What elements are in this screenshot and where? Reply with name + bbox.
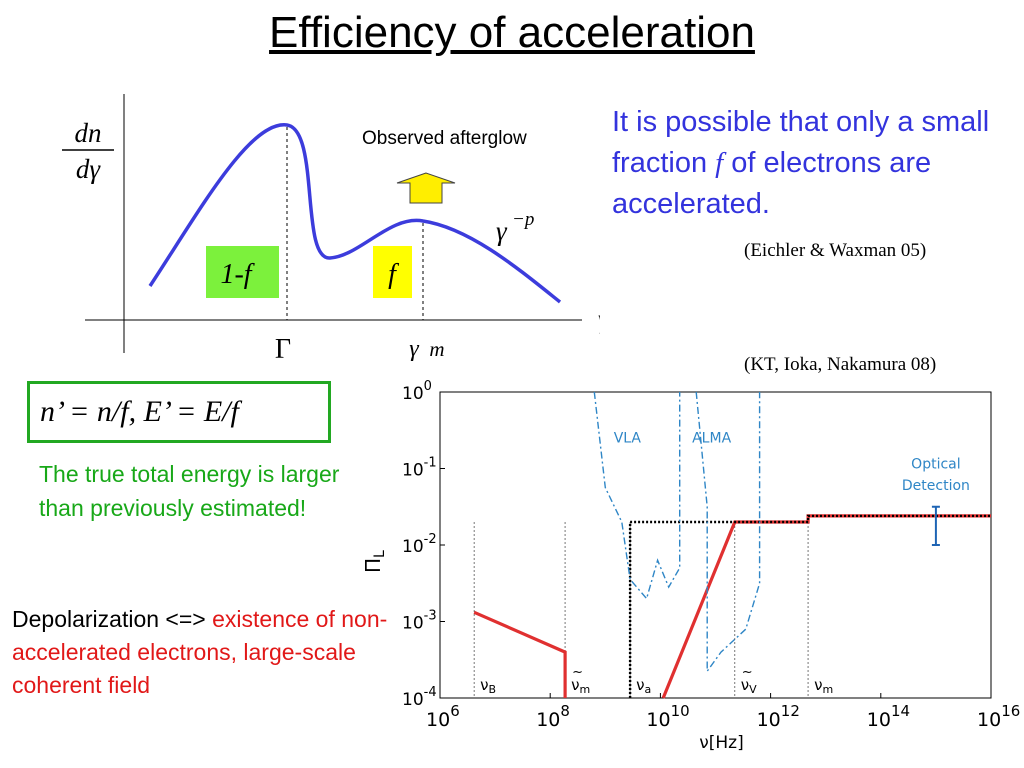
dgamma-label: dγ — [76, 154, 102, 184]
series-2-line-0 — [593, 391, 681, 601]
y-axis-label: ΠL — [361, 550, 388, 573]
up-arrow-icon — [396, 172, 456, 204]
equation-box: n’ = n/f, E’ = E/f — [27, 381, 331, 443]
x-tick-label-0: 106 — [426, 702, 460, 731]
annotation-3: Detection — [902, 478, 970, 494]
citation-kt: (KT, Ioka, Nakamura 08) — [744, 354, 937, 375]
y-tick-label-4: 10-4 — [402, 685, 437, 710]
power-law-label: γ — [496, 216, 508, 246]
x-tick-label-1: 108 — [536, 702, 570, 731]
series-1-line-0 — [628, 514, 991, 698]
annotation-0: VLA — [614, 430, 642, 446]
depolarization-prefix: Depolarization <=> — [12, 606, 213, 632]
y-tick-label-0: 100 — [402, 379, 432, 404]
distribution-diagram: dn dγ 1-f f γ −p γ Γ γ m — [62, 94, 600, 365]
vline-label-0: νB — [480, 676, 496, 696]
citation-eichler: (Eichler & Waxman 05) — [744, 240, 927, 261]
x-axis-label: ν[Hz] — [699, 733, 743, 753]
vline-tilde-3: ~ — [742, 665, 753, 680]
gamma-axis-label: γ — [598, 304, 600, 334]
depolarization-note: Depolarization <=> existence of non-acce… — [12, 603, 392, 702]
annotation-1: ALMA — [692, 430, 731, 446]
dn-label: dn — [75, 118, 102, 148]
x-tick-label-5: 1016 — [977, 702, 1020, 731]
one-minus-f-label: 1-f — [220, 259, 254, 290]
annotation-2: Optical — [911, 457, 960, 473]
observed-afterglow-label: Observed afterglow — [362, 128, 527, 149]
Gamma-tick-label: Γ — [275, 334, 291, 365]
x-tick-label-4: 1014 — [867, 702, 910, 731]
x-tick-label-3: 1012 — [757, 702, 800, 731]
one-minus-f-box — [206, 246, 279, 298]
vline-label-4: νm — [814, 676, 833, 696]
series-0-line-0 — [473, 610, 567, 698]
vline-label-2: νa — [636, 676, 651, 696]
x-tick-label-2: 1010 — [646, 702, 689, 731]
f-label: f — [388, 259, 399, 290]
gammam-tick-sub: m — [429, 337, 444, 361]
f-box — [373, 246, 412, 298]
right-text-f: f — [715, 147, 724, 179]
vline-tilde-1: ~ — [572, 665, 583, 680]
right-text-b: of electrons are accelerated. — [612, 147, 932, 220]
right-text-a: It is possible that only a small fractio… — [612, 106, 990, 179]
power-law-exponent: −p — [512, 209, 534, 230]
series-3-line-0 — [695, 391, 761, 674]
page-title: Efficiency of acceleration — [269, 8, 755, 57]
y-tick-label-2: 10-2 — [402, 532, 437, 557]
gammam-tick-label: γ — [409, 336, 419, 362]
y-tick-label-3: 10-3 — [402, 609, 437, 634]
y-tick-label-1: 10-1 — [402, 456, 437, 481]
right-explanation: It is possible that only a small fractio… — [612, 102, 1012, 225]
depolarization-red: existence of non-accelerated electrons, … — [12, 606, 388, 698]
series-0-line-1 — [661, 514, 991, 699]
distribution-curve — [148, 123, 562, 304]
energy-note: The true total energy is larger than pre… — [39, 461, 340, 521]
